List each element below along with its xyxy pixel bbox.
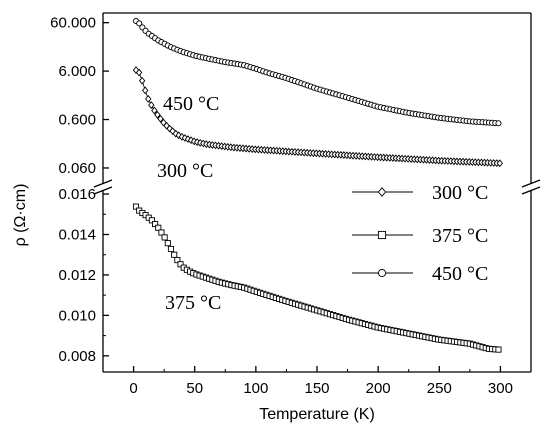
legend: 300 °C 375 °C 450 °C — [352, 182, 488, 285]
y-axis-title: ρ (Ω·cm) — [12, 184, 29, 247]
y-tick-label: 60.000 — [50, 15, 96, 32]
plot-frame — [93, 12, 541, 373]
data-point — [142, 86, 149, 95]
x-tick-label: 0 — [129, 380, 137, 397]
legend-item: 450 °C — [352, 263, 488, 285]
axis-break-mark — [521, 179, 541, 188]
data-point — [161, 234, 168, 241]
legend-marker — [377, 268, 387, 278]
x-tick-label: 50 — [186, 380, 203, 397]
labels: ρ (Ω·cm) Temperature (K) 450 °C 300 °C 3… — [12, 93, 375, 423]
series-375-C — [132, 203, 502, 353]
data-point — [151, 106, 158, 115]
annotation-300: 300 °C — [157, 160, 213, 182]
y-tick-label: 6.000 — [58, 63, 96, 80]
legend-item: 375 °C — [352, 225, 488, 247]
y-tick-label: 0.012 — [58, 267, 96, 284]
series-300-C — [132, 66, 503, 168]
data-point — [495, 120, 502, 127]
legend-label: 300 °C — [432, 182, 488, 204]
legend-marker — [377, 187, 387, 197]
y-tick-label: 0.016 — [58, 186, 96, 203]
axis-break-mark — [93, 186, 113, 195]
data-point — [132, 66, 140, 74]
data-point — [132, 203, 140, 210]
annotation-375: 375 °C — [165, 292, 221, 314]
axis-break-mark — [521, 186, 541, 195]
y-tick-label: 0.600 — [58, 112, 96, 129]
axis-ticks: 0 50 100 150 200 250 300 60.000 6.000 0.600 0.060 0… — [50, 15, 513, 397]
x-tick-label: 300 — [488, 380, 513, 397]
annotation-450: 450 °C — [163, 93, 219, 115]
legend-label: 375 °C — [432, 225, 488, 247]
data-point — [155, 224, 162, 231]
data-point — [171, 251, 178, 258]
data-point — [148, 101, 155, 109]
data-point — [154, 110, 161, 119]
legend-item: 300 °C — [352, 182, 488, 204]
data-point — [164, 240, 171, 247]
data-point — [177, 261, 184, 268]
data-point — [495, 346, 502, 353]
x-tick-label: 200 — [366, 380, 391, 397]
y-tick-label: 0.008 — [58, 348, 96, 365]
x-tick-label: 150 — [304, 380, 329, 397]
series-450-C — [132, 17, 502, 127]
data-point — [136, 20, 143, 27]
data-point — [145, 94, 152, 103]
data-point — [148, 217, 155, 224]
data-point — [152, 220, 159, 228]
x-axis-title: Temperature (K) — [259, 406, 375, 423]
data-point — [158, 229, 165, 236]
x-tick-label: 250 — [427, 380, 452, 397]
data-point — [167, 245, 175, 253]
data-point — [496, 159, 503, 168]
legend-label: 450 °C — [432, 263, 488, 285]
y-tick-label: 0.014 — [58, 226, 96, 243]
data-point — [138, 76, 146, 85]
x-tick-label: 100 — [243, 380, 268, 397]
data-point — [157, 114, 164, 123]
y-tick-label: 0.060 — [58, 160, 96, 177]
data-point — [135, 68, 143, 77]
y-tick-label: 0.010 — [58, 307, 96, 324]
legend-marker — [377, 230, 387, 240]
data-series — [132, 17, 503, 353]
data-point — [174, 256, 181, 264]
axis-break-mark — [93, 179, 113, 188]
